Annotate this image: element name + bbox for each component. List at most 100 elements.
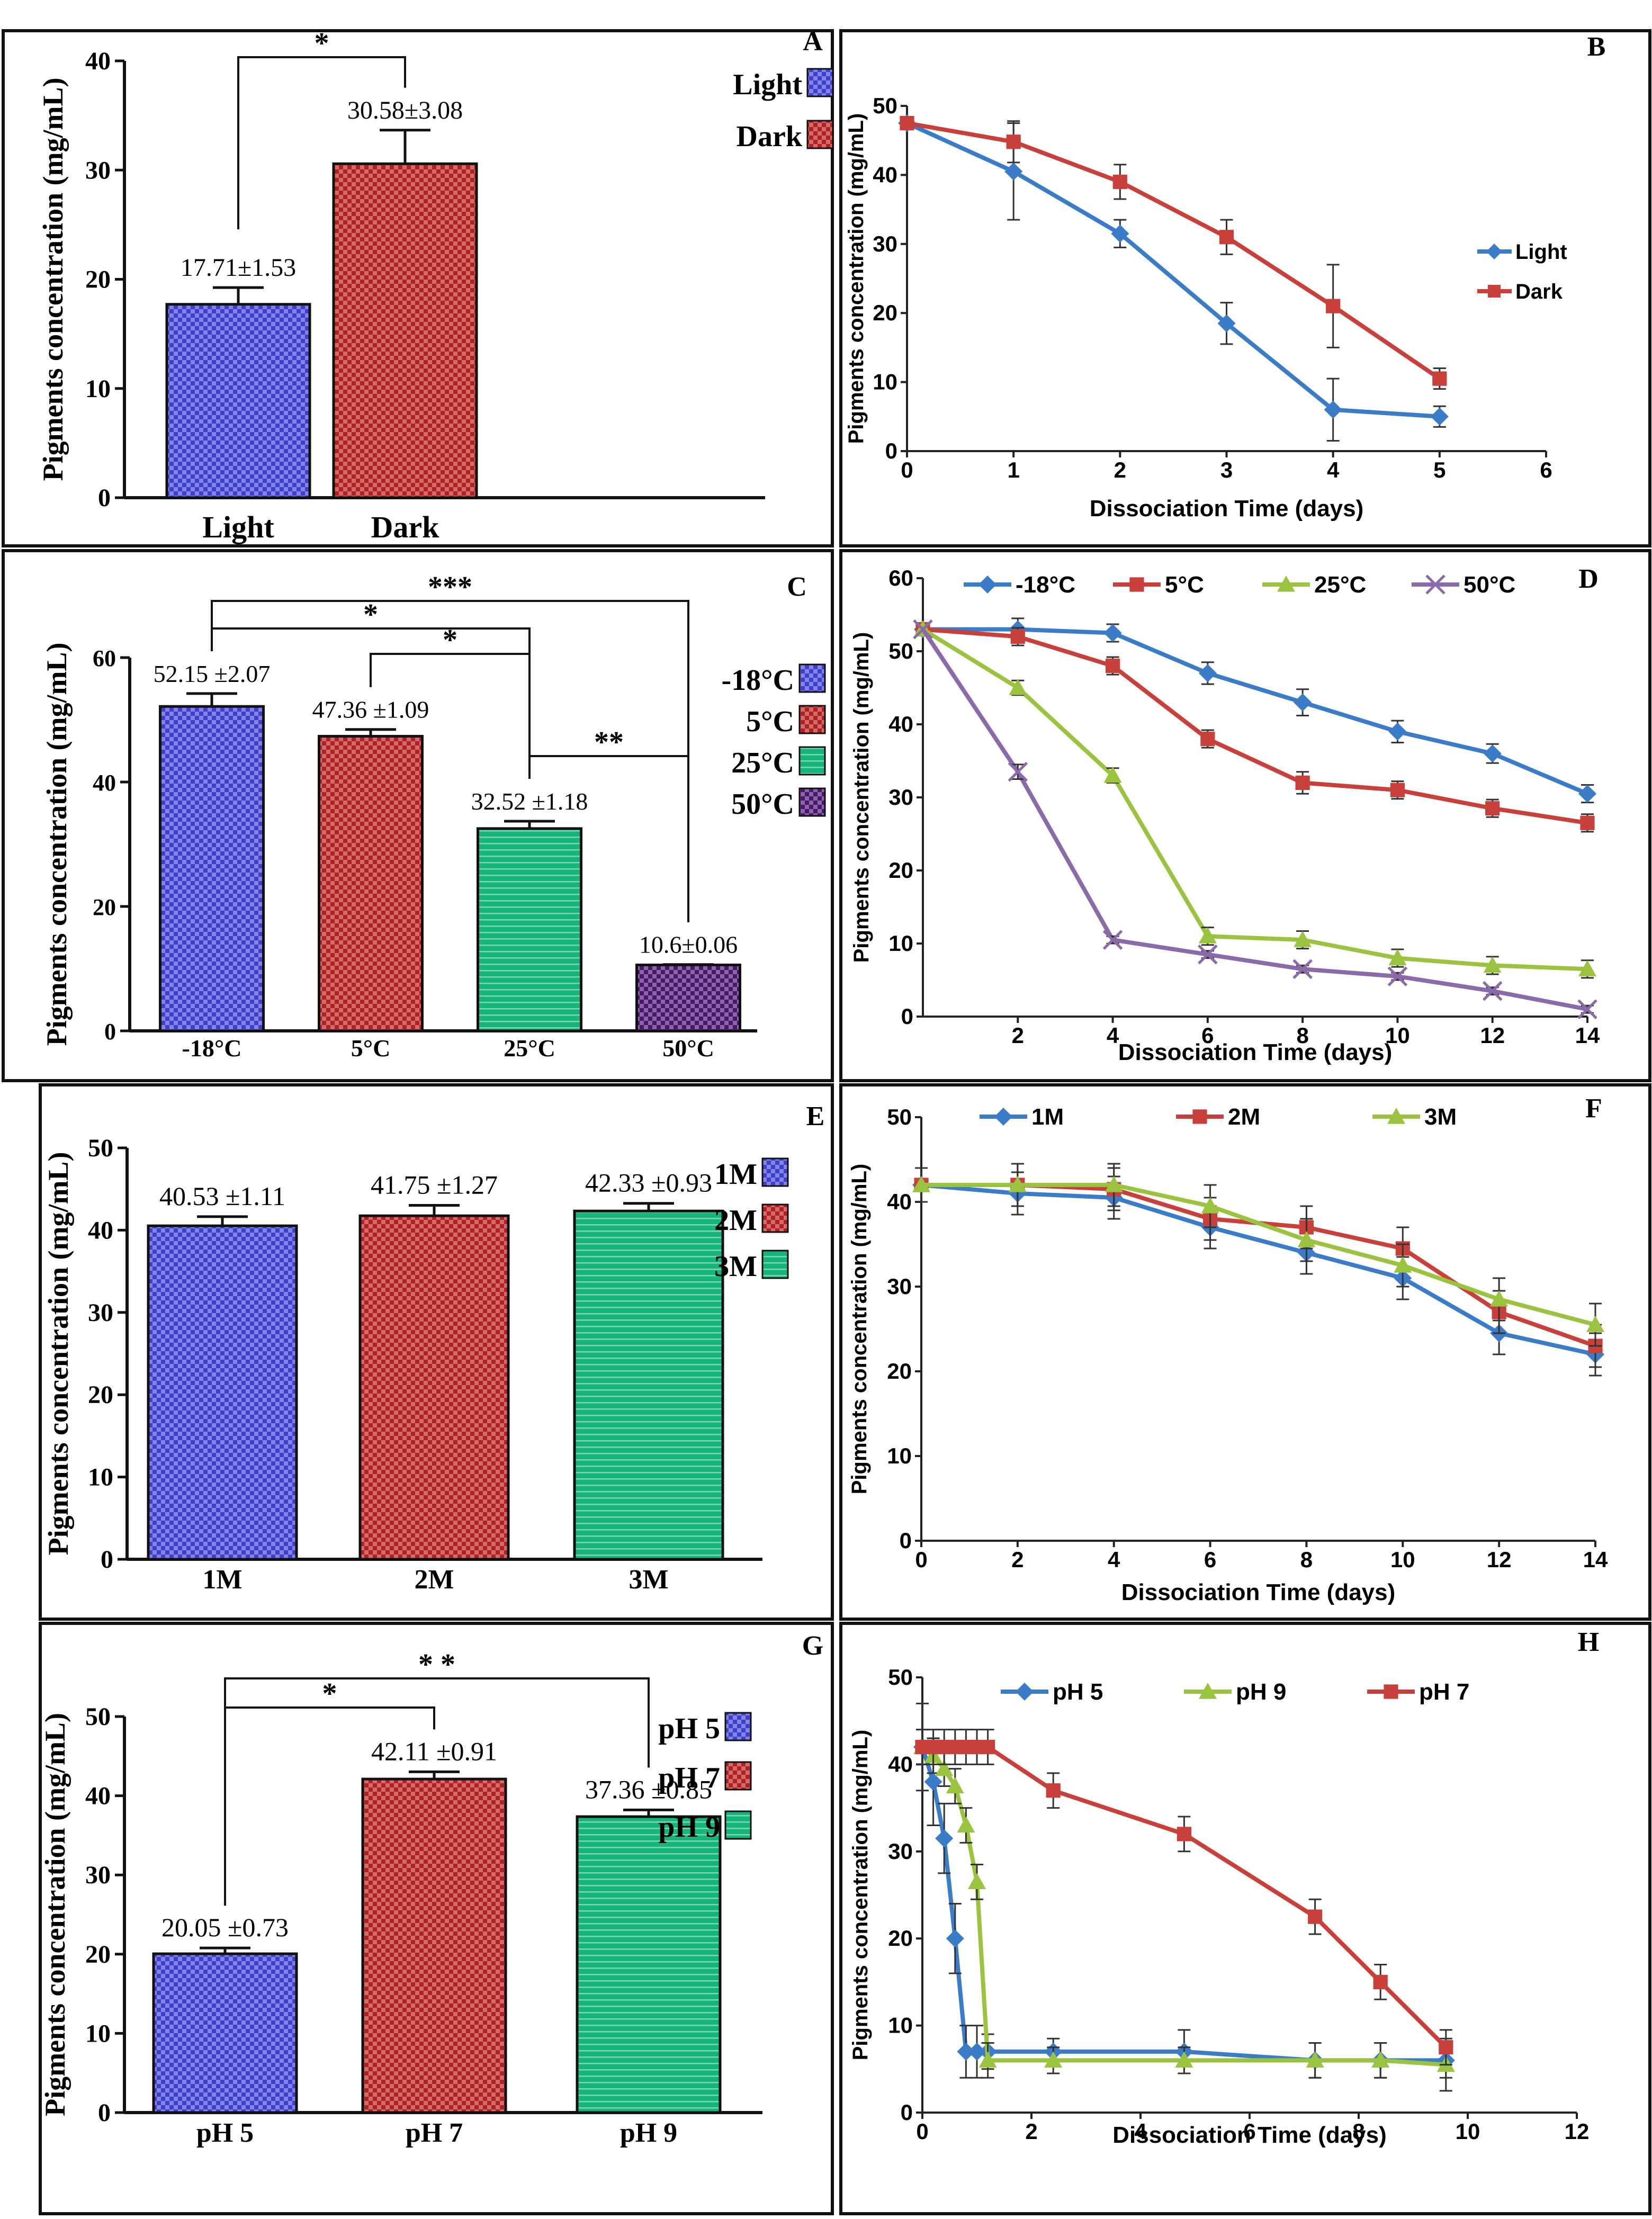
point-x [1387,966,1408,986]
y-tick-label: 30 [85,156,111,184]
value-label: 41.75 ±1.27 [371,1170,498,1199]
point-diamond [1430,407,1449,426]
legend-label: Dark [1515,280,1563,303]
x-tick-label: 12 [1480,1023,1505,1048]
value-label: 42.11 ±0.91 [371,1736,497,1766]
category-label: pH 7 [406,2118,463,2148]
y-tick-label: 0 [98,2099,111,2127]
panel-letter: B [1587,32,1606,62]
panel-c: 0 20 40 60 Pigments concentration (mg/mL) 52.… [41,571,826,1062]
point-diamond [968,2042,986,2061]
y-tick-label: 40 [888,1751,913,1776]
y-tick-label: 10 [888,931,913,956]
y-tick-label: 40 [873,162,897,187]
y-tick-label: 20 [85,1940,111,1969]
value-label: 20.05 ±0.73 [161,1912,289,1942]
bar-50c [635,963,741,1032]
significance-label: *** [428,571,472,604]
x-tick-label: 8 [1296,1023,1308,1048]
y-axis-label: Pigments concentration (mg/mL) [37,78,69,481]
y-tick-label: 20 [85,266,111,294]
y-axis-label: Pigments concentration (mg/mL) [848,1164,871,1495]
x-tick-label: 14 [1583,1547,1608,1572]
point-diamond [1016,1683,1034,1701]
point-x [1198,944,1218,965]
y-axis-label: Pigments concentration (mg/mL) [850,632,873,963]
legend-label: 50°C [1464,572,1515,598]
point-square [1010,629,1025,644]
legend-label: 2M [1228,1104,1260,1130]
legend-label: pH 7 [1419,1679,1469,1705]
series-light [898,114,1449,442]
significance-label: * [363,598,378,631]
category-label: 25°C [504,1035,555,1062]
point-triangle [1483,956,1502,973]
category-label: pH 5 [196,2118,254,2148]
y-tick-label: 10 [888,2013,913,2038]
legend-swatch [761,1250,789,1279]
y-axis-label: Pigments concentration (mg/mL) [41,643,73,1046]
y-tick-label: 50 [88,1134,113,1162]
series-line [921,1183,1596,1327]
point-diamond [1483,744,1502,763]
legend-swatch [798,746,826,776]
series-line [921,1745,1447,2067]
panel-frame-d [839,549,1651,1082]
point-square [981,1739,995,1755]
point-diamond [957,2042,975,2061]
point-square [1373,1974,1388,1989]
panel-h: 0 10 20 30 40 50 0 2 4 6 8 10 12 Dissociation Time (d… [849,1627,1599,2148]
significance-bracket [528,755,689,922]
series-line [921,1183,1596,1348]
point-square [1488,285,1501,298]
point-square [1439,2040,1453,2055]
category-label: 2M [414,1565,454,1595]
x-tick-label: 14 [1575,1023,1600,1048]
series-line [920,1746,1446,2063]
point-triangle [1387,1108,1405,1124]
legend-swatch [761,1203,789,1233]
y-tick-label: 50 [888,639,913,663]
point-triangle [1297,1231,1316,1247]
point-triangle [1586,1316,1604,1332]
legend-swatch [724,1810,752,1840]
point-diamond [924,1773,942,1791]
x-tick-label: 4 [1108,1547,1120,1572]
y-tick-label: 10 [887,1443,912,1468]
point-triangle [957,1816,975,1833]
point-triangle [946,1777,964,1794]
point-triangle [968,1873,986,1889]
y-tick-label: 30 [888,785,913,810]
legend-label: 5°C [1165,572,1204,598]
bar-light [165,303,311,499]
y-tick-label: 40 [888,712,913,736]
value-label: 37.36 ±0.85 [585,1774,712,1804]
point-triangle [1394,1256,1412,1273]
point-x [1425,574,1446,595]
point-triangle [1294,931,1312,947]
series-1m [912,1167,1604,1377]
y-tick-label: 30 [85,1861,111,1889]
legend-label: 5°C [746,705,794,738]
x-tick-label: 2 [1114,457,1126,482]
point-triangle [1008,1176,1027,1192]
point-square [1046,1783,1061,1798]
series-3m [912,1163,1604,1347]
y-tick-label: 50 [888,1665,913,1690]
point-x [1482,981,1503,1001]
legend-label: Light [1515,240,1567,264]
legend-swatch [798,705,826,734]
series-ph7 [915,1729,1453,2066]
legend-label: 1M [1031,1104,1064,1130]
legend-swatch [798,787,826,817]
point-diamond [1198,664,1217,682]
y-axis-label: Pigments concentration (mg/mL) [849,1730,872,2061]
point-triangle [912,1176,930,1192]
legend-label: 50°C [731,788,794,821]
point-x [1577,999,1597,1019]
y-tick-label: 40 [85,1782,111,1810]
panel-f: 0 10 20 30 40 50 0 2 4 6 8 10 12 14 Dissociation Time … [848,1093,1608,1605]
panel-letter: F [1585,1093,1602,1124]
category-label: -18°C [182,1035,242,1062]
y-tick-label: 0 [885,438,897,463]
